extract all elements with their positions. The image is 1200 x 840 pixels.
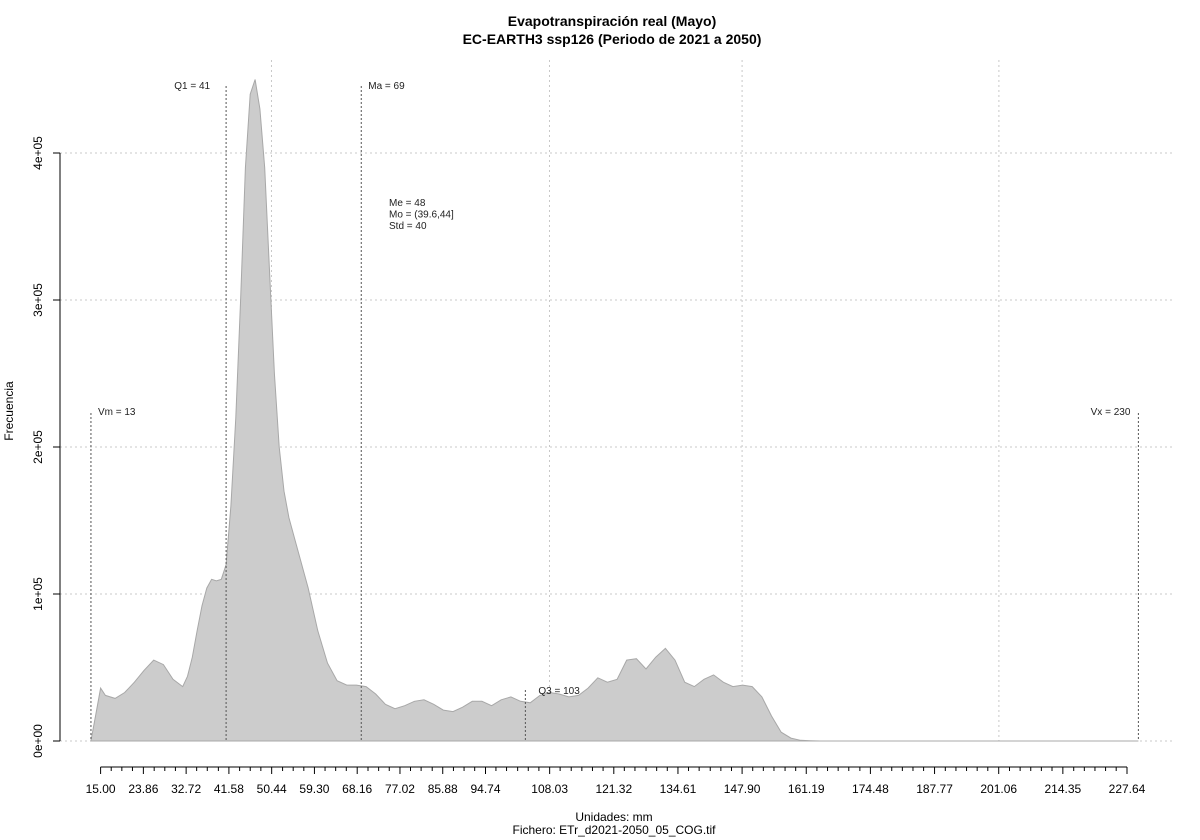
vm-label: Vm = 13 bbox=[98, 407, 136, 418]
x-tick-label: 32.72 bbox=[171, 782, 201, 796]
annotations: Q1 = 41 Ma = 69 Q3 = 103 Vm = 13 Vx = 230 Me … bbox=[98, 81, 1131, 697]
x-tick-label: 77.02 bbox=[385, 782, 415, 796]
x-tick-label: 68.16 bbox=[342, 782, 372, 796]
x-tick-label: 201.06 bbox=[980, 782, 1017, 796]
x-tick-label: 85.88 bbox=[428, 782, 458, 796]
x-axis-label: Unidades: mm bbox=[575, 810, 652, 824]
x-tick-label: 108.03 bbox=[531, 782, 568, 796]
x-tick-label: 187.77 bbox=[916, 782, 953, 796]
x-tick-label: 41.58 bbox=[214, 782, 244, 796]
q1-label: Q1 = 41 bbox=[174, 81, 210, 92]
density-series bbox=[90, 79, 1139, 742]
q3-label: Q3 = 103 bbox=[538, 686, 580, 697]
x-tick-label: 161.19 bbox=[788, 782, 825, 796]
chart-subtitle: EC-EARTH3 ssp126 (Periodo de 2021 a 2050… bbox=[463, 31, 762, 47]
x-tick-label: 227.64 bbox=[1109, 782, 1146, 796]
y-tick-label: 3e+05 bbox=[31, 283, 45, 317]
density-area bbox=[90, 79, 1139, 742]
chart-caption: Fichero: ETr_d2021-2050_05_COG.tif bbox=[513, 823, 717, 837]
vx-label: Vx = 230 bbox=[1091, 407, 1131, 418]
x-tick-label: 23.86 bbox=[128, 782, 158, 796]
stats-label: Std = 40 bbox=[389, 221, 427, 232]
y-tick-label: 2e+05 bbox=[31, 430, 45, 464]
chart-title: Evapotranspiración real (Mayo) bbox=[508, 13, 717, 29]
x-tick-label: 50.44 bbox=[257, 782, 287, 796]
y-tick-label: 4e+05 bbox=[31, 136, 45, 170]
x-tick-label: 214.35 bbox=[1044, 782, 1081, 796]
x-tick-label: 121.32 bbox=[595, 782, 632, 796]
stats-label: Mo = (39.6,44] bbox=[389, 210, 454, 221]
stats-label: Me = 48 bbox=[389, 198, 426, 209]
y-axis-label: Frecuencia bbox=[2, 381, 16, 441]
x-tick-label: 147.90 bbox=[724, 782, 761, 796]
x-tick-label: 174.48 bbox=[852, 782, 889, 796]
y-tick-label: 0e+00 bbox=[31, 724, 45, 758]
reference-lines bbox=[90, 86, 1139, 741]
x-tick-label: 94.74 bbox=[470, 782, 500, 796]
axes: 15.00 23.86 32.72 41.58 50.44 59.30 68.16 77.02… bbox=[31, 136, 1146, 796]
ma-label: Ma = 69 bbox=[368, 81, 405, 92]
x-tick-label: 15.00 bbox=[86, 782, 116, 796]
y-tick-label: 1e+05 bbox=[31, 577, 45, 611]
x-tick-label: 59.30 bbox=[299, 782, 329, 796]
x-tick-label: 134.61 bbox=[660, 782, 697, 796]
